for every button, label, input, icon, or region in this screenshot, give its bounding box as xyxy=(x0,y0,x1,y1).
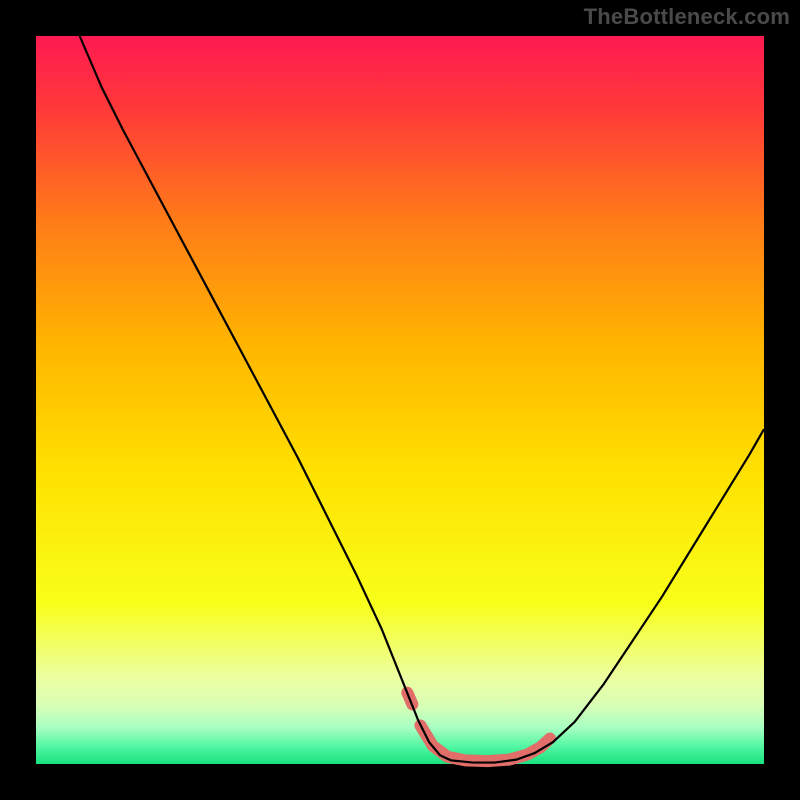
plot-area xyxy=(34,34,766,766)
curve-layer xyxy=(36,36,764,764)
bottleneck-curve xyxy=(80,36,764,763)
chart-container: TheBottleneck.com xyxy=(0,0,800,800)
watermark-text: TheBottleneck.com xyxy=(584,4,790,30)
